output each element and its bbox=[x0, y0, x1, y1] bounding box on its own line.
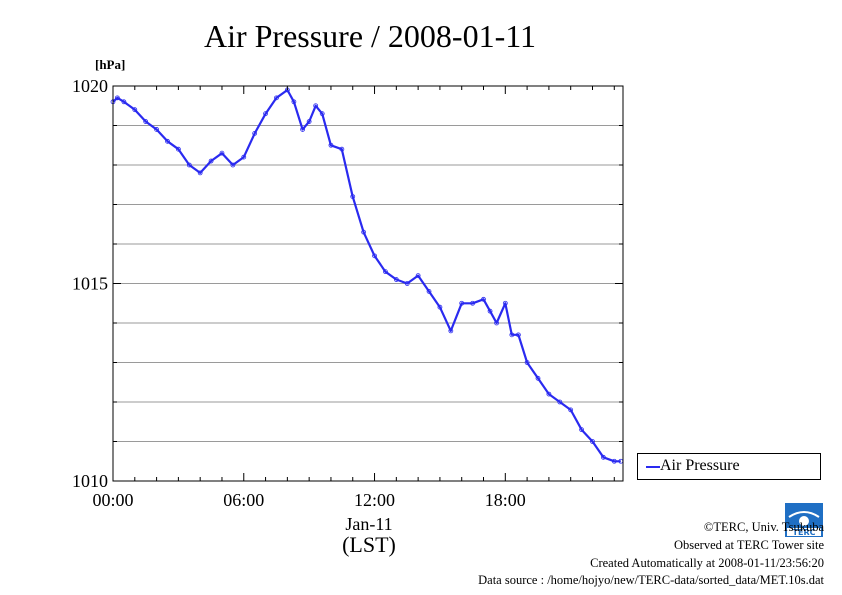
data-point bbox=[515, 332, 521, 338]
data-point bbox=[509, 332, 515, 338]
data-point bbox=[154, 127, 159, 132]
data-point bbox=[494, 320, 499, 326]
data-point bbox=[114, 95, 120, 101]
data-point bbox=[121, 99, 127, 105]
data-point bbox=[404, 281, 410, 286]
data-point bbox=[300, 127, 306, 132]
data-point bbox=[274, 95, 279, 101]
data-point bbox=[165, 138, 170, 144]
data-point bbox=[415, 273, 421, 279]
y-tick-label: 1020 bbox=[72, 76, 108, 96]
data-point bbox=[372, 253, 377, 259]
data-point bbox=[186, 162, 192, 168]
data-point bbox=[459, 300, 465, 306]
data-point bbox=[328, 142, 334, 148]
data-point bbox=[590, 439, 595, 444]
data-point bbox=[579, 427, 584, 433]
data-point bbox=[313, 103, 319, 109]
data-point bbox=[393, 277, 399, 282]
data-point bbox=[252, 130, 258, 136]
data-point bbox=[208, 158, 214, 164]
data-point bbox=[175, 146, 181, 152]
data-point bbox=[611, 458, 617, 464]
x-axis-timezone-label: (LST) bbox=[342, 532, 396, 557]
legend-label: Air Pressure bbox=[660, 457, 740, 474]
x-tick-label: 00:00 bbox=[92, 490, 133, 510]
data-point bbox=[557, 399, 563, 405]
data-point bbox=[568, 407, 574, 413]
data-point bbox=[361, 229, 367, 235]
credit-source: Data source : /home/hojyo/new/TERC-data/… bbox=[478, 573, 824, 587]
terc-logo-icon: TERC bbox=[785, 503, 823, 537]
legend: Air Pressure bbox=[637, 453, 821, 480]
data-point bbox=[470, 300, 476, 306]
series-layer bbox=[110, 87, 624, 464]
data-point bbox=[197, 170, 203, 176]
data-point bbox=[306, 119, 312, 124]
data-point bbox=[524, 360, 530, 365]
logo-text: TERC bbox=[793, 528, 816, 537]
legend-swatch bbox=[646, 466, 660, 468]
data-point bbox=[426, 288, 432, 294]
x-axis-date-label: Jan-11 bbox=[345, 514, 392, 534]
series-line bbox=[112, 88, 621, 463]
data-point bbox=[535, 375, 541, 381]
data-point bbox=[600, 454, 606, 460]
data-point bbox=[339, 146, 345, 152]
data-point bbox=[219, 150, 225, 156]
y-tick-label: 1010 bbox=[72, 471, 108, 491]
data-point bbox=[241, 154, 247, 160]
data-point bbox=[350, 194, 356, 200]
y-tick-label: 1015 bbox=[72, 274, 108, 294]
data-point bbox=[546, 391, 552, 397]
data-point bbox=[487, 308, 493, 314]
data-point bbox=[319, 111, 325, 117]
x-tick-label: 18:00 bbox=[485, 490, 526, 510]
credit-created: Created Automatically at 2008-01-11/23:5… bbox=[590, 556, 824, 570]
credit-observed: Observed at TERC Tower site bbox=[673, 538, 824, 552]
x-tick-label: 06:00 bbox=[223, 490, 264, 510]
data-point bbox=[263, 111, 268, 117]
y-axis-unit: [hPa] bbox=[95, 57, 125, 72]
data-point bbox=[437, 304, 443, 310]
credit-copyright: ©TERC, Univ. Tsukuba bbox=[703, 520, 824, 534]
x-tick-label: 12:00 bbox=[354, 490, 395, 510]
data-point bbox=[230, 162, 236, 168]
data-point bbox=[132, 107, 138, 113]
data-point bbox=[502, 300, 508, 306]
data-point bbox=[143, 119, 149, 124]
data-point bbox=[291, 99, 297, 105]
data-point bbox=[448, 328, 454, 334]
chart-title: Air Pressure / 2008-01-11 bbox=[204, 18, 536, 54]
data-point bbox=[383, 269, 388, 275]
axis-ticks: 1010 1015 1020 00:00 06:00 12:00 18:00 bbox=[72, 76, 623, 510]
data-point bbox=[481, 296, 486, 302]
